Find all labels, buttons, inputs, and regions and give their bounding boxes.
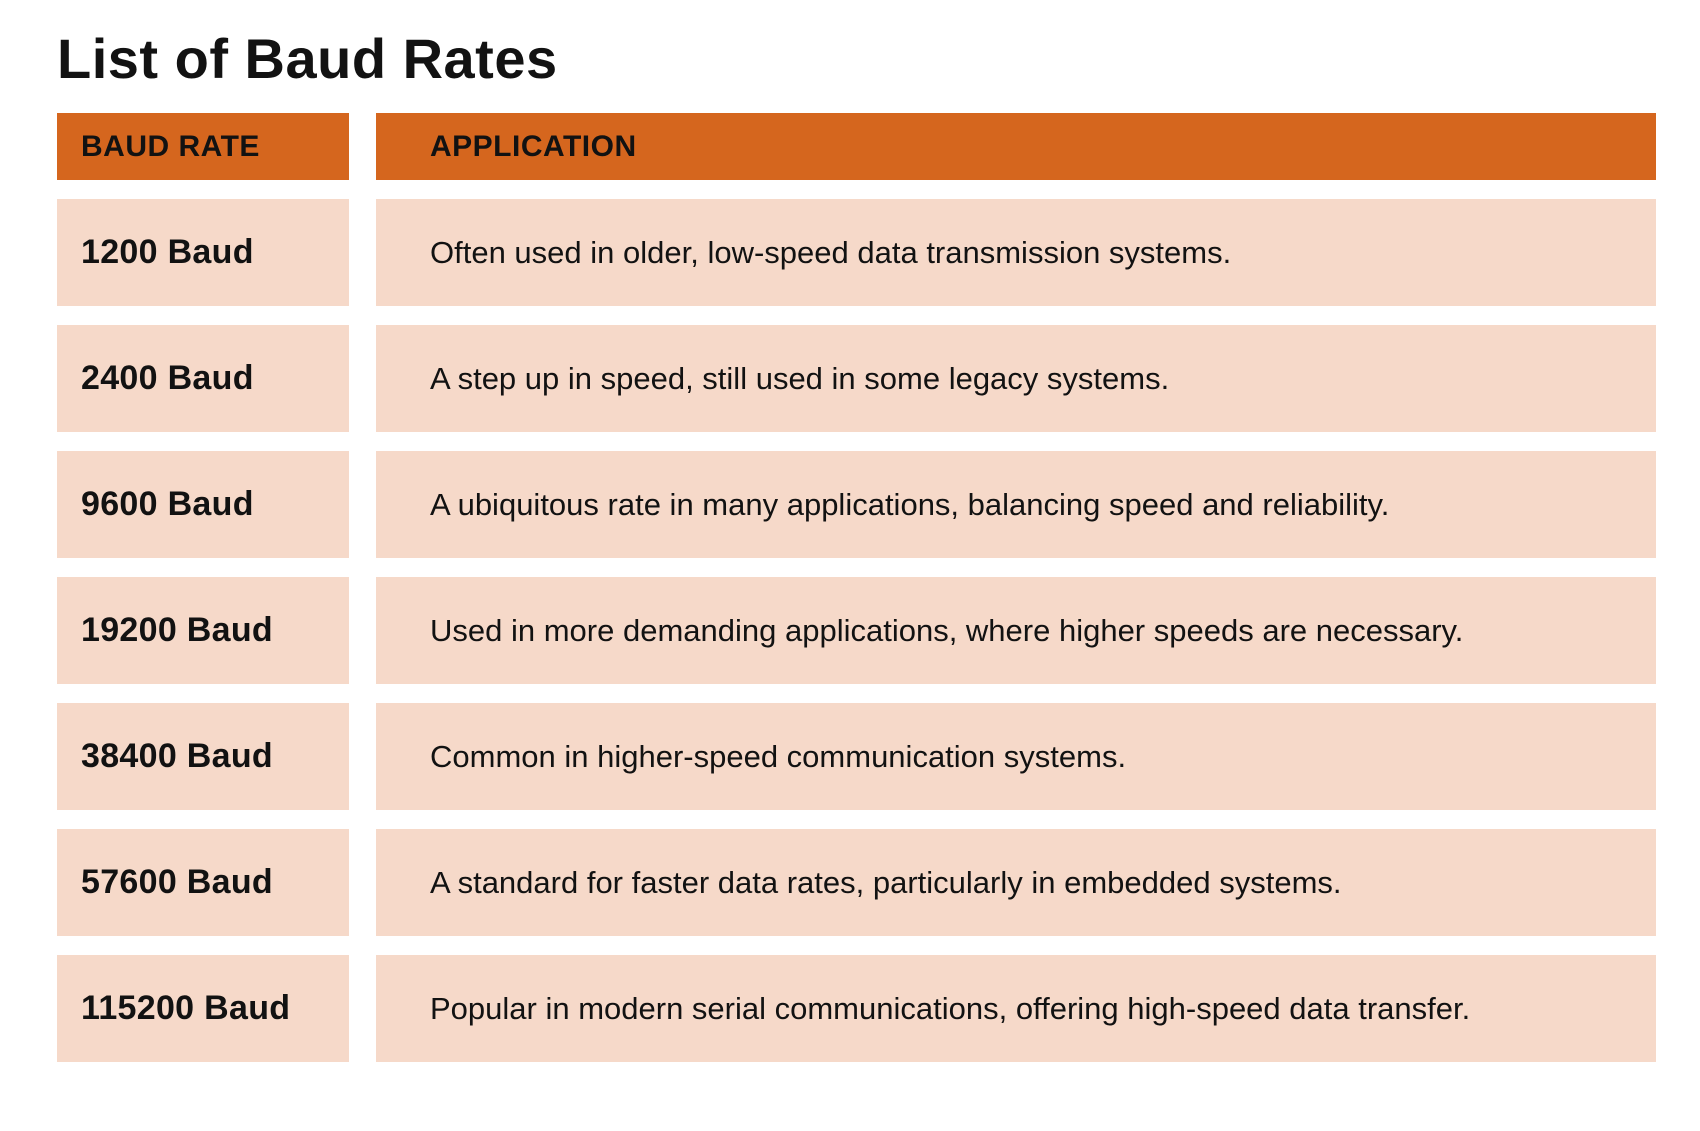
baud-rate-cell-115200: 115200 Baud: [57, 955, 349, 1062]
application-cell-9600: A ubiquitous rate in many applications, …: [376, 451, 1656, 558]
column-header-baud-rate: BAUD RATE: [57, 113, 349, 180]
baud-rate-cell-9600: 9600 Baud: [57, 451, 349, 558]
application-cell-115200: Popular in modern serial communications,…: [376, 955, 1656, 1062]
baud-rate-cell-19200: 19200 Baud: [57, 577, 349, 684]
application-cell-38400: Common in higher-speed communication sys…: [376, 703, 1656, 810]
page-title: List of Baud Rates: [57, 27, 558, 90]
baud-rate-cell-38400: 38400 Baud: [57, 703, 349, 810]
baud-rate-cell-57600: 57600 Baud: [57, 829, 349, 936]
column-header-application: APPLICATION: [376, 113, 1656, 180]
application-cell-2400: A step up in speed, still used in some l…: [376, 325, 1656, 432]
application-cell-1200: Often used in older, low-speed data tran…: [376, 199, 1656, 306]
baud-rate-cell-1200: 1200 Baud: [57, 199, 349, 306]
baud-rate-cell-2400: 2400 Baud: [57, 325, 349, 432]
application-cell-57600: A standard for faster data rates, partic…: [376, 829, 1656, 936]
baud-rate-table: BAUD RATE APPLICATION 1200 Baud Often us…: [57, 113, 1656, 1062]
application-cell-19200: Used in more demanding applications, whe…: [376, 577, 1656, 684]
